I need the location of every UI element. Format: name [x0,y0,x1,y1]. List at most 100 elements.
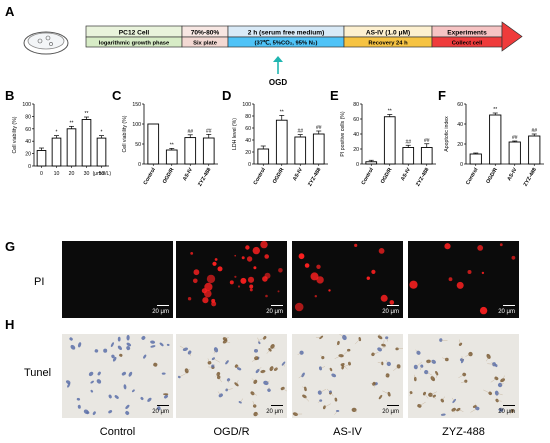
y-tick-label: 40 [25,139,31,145]
bar [275,119,288,165]
bar [66,128,77,167]
cell-process [224,337,229,340]
stained-nucleus [260,369,266,374]
timeline-bottom-label: logarithmic growth phase [99,41,170,47]
bar [365,161,378,165]
tunel-image: 20 μm [292,334,403,418]
significance-mark: ** [85,111,89,117]
y-tick-label: 60 [25,127,31,133]
cell-process [336,342,339,346]
x-axis-label: (μmol/L) [93,171,112,177]
cell-process [465,353,471,357]
cell-process [497,400,502,402]
cell-process [500,407,503,410]
pi-positive-cell [298,253,305,260]
ogd-arrow [273,56,283,74]
cell-process [383,340,385,346]
stained-nucleus [488,391,492,396]
cell-process [304,396,310,402]
x-tick-label: AS-IV [400,167,412,182]
row-label-tunel: Tunel [24,367,52,379]
cell-process [265,380,270,384]
cell-process [179,345,186,350]
stained-nucleus [211,357,215,361]
pi-positive-cell [467,270,472,274]
cell-process [458,339,461,345]
cell-process [470,408,478,413]
chart-e: 0 20 40 60 80 PI positive cells (%) Control ** O… [340,102,436,187]
x-tick-label: OGD/R [380,167,394,185]
y-axis-label: Cell viability (%) [12,116,18,153]
stained-nucleus [143,354,147,359]
cell-process [317,400,321,403]
stained-nucleus [348,361,351,366]
panel-label-a: A [5,4,15,19]
y-tick-label: 60 [353,117,359,123]
stained-nucleus [426,359,431,364]
pi-image: 20 μm [408,241,519,318]
y-axis-label: Cell viability (%) [122,115,128,152]
cell-process [257,337,260,343]
bar [81,119,92,167]
stained-nucleus [381,361,384,366]
stained-nucleus [77,404,81,409]
y-tick-label: 100 [22,102,31,108]
cell-process [409,392,412,396]
scale-label: 20 μm [382,409,399,415]
scale-label: 20 μm [498,409,515,415]
scale-bar [157,405,169,406]
stained-nucleus [377,347,382,352]
y-tick-label: 60 [245,126,251,132]
stained-nucleus [65,380,71,384]
stained-nucleus [331,373,337,378]
pi-positive-cell [511,255,516,260]
pi-positive-cell [371,269,376,274]
timeline-diagram: PC12 Cell logarithmic growth phase 70%-80%… [23,21,523,87]
stained-nucleus [486,353,491,359]
cell-process [486,356,489,362]
panel-label-f: F [438,88,446,103]
cell-process [487,363,495,365]
cell-process [499,383,504,386]
stained-nucleus [103,348,108,353]
stained-nucleus [222,337,228,341]
stained-nucleus [385,373,390,378]
y-tick-label: 100 [132,122,141,128]
pi-positive-cell [234,275,237,278]
bar [383,116,396,165]
cell-process [451,397,455,402]
significance-mark: ** [280,109,284,115]
scale-label: 20 μm [152,409,169,415]
pi-positive-cell [204,282,213,291]
stained-nucleus [292,412,299,416]
pi-positive-cell [241,256,245,260]
chart-d: 0 20 40 60 80 100 LDH level (%) Control ** OGD/R #… [232,102,328,187]
stained-nucleus [90,389,94,393]
stained-nucleus [440,398,444,403]
y-tick-label: 0 [248,162,251,168]
stained-nucleus [117,345,123,351]
pi-positive-cell [262,276,268,282]
scale-label: 20 μm [498,309,515,315]
stained-nucleus [119,353,123,357]
col-caption-asiv: AS-IV [333,426,362,438]
cell-process [353,409,358,413]
significance-mark: ** [170,142,174,148]
stained-nucleus [126,346,131,351]
bar [147,123,160,165]
chart-f: 0 20 40 60 Apoptotic index Control ** OGD/R ## AS… [444,102,544,187]
stained-nucleus [238,401,242,404]
cell-process [496,392,503,396]
cell-process [275,369,277,371]
cell-process [354,338,360,345]
pi-positive-cell [378,248,385,254]
tunel-image: 20 μm [176,334,287,418]
stained-nucleus [372,381,376,386]
cell-process [490,378,497,383]
x-tick-label: AS-IV [292,167,304,182]
cell-process [266,349,271,354]
y-tick-label: 0 [28,164,31,170]
pi-positive-cell [389,300,395,305]
bar [420,147,433,165]
stained-nucleus [258,341,261,345]
